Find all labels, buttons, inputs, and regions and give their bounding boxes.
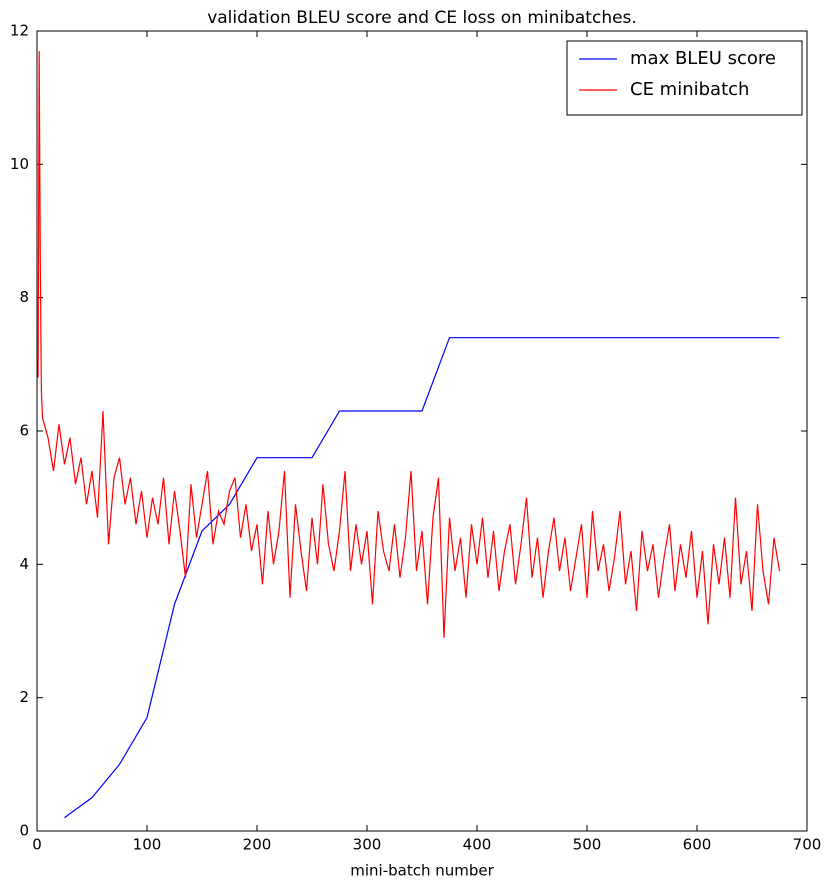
x-tick-label: 500 — [573, 836, 602, 854]
y-tick-label: 8 — [19, 288, 29, 306]
x-tick-label: 100 — [133, 836, 162, 854]
y-tick-label: 4 — [19, 555, 29, 573]
x-tick-label: 600 — [683, 836, 712, 854]
x-tick-label: 400 — [463, 836, 492, 854]
y-tick-label: 2 — [19, 688, 29, 706]
legend-label: max BLEU score — [630, 48, 776, 69]
data-line — [64, 337, 780, 819]
y-tick-label: 0 — [19, 822, 29, 840]
x-axis-label: mini-batch number — [350, 862, 494, 880]
x-tick-label: 200 — [243, 836, 272, 854]
x-tick-label: 0 — [32, 836, 42, 854]
plot-frame — [36, 30, 808, 832]
legend: max BLEU score CE minibatch — [566, 40, 803, 116]
x-tick-label: 300 — [353, 836, 382, 854]
legend-box — [566, 40, 803, 116]
legend-label: CE minibatch — [630, 79, 749, 100]
x-tick-label: 700 — [793, 836, 822, 854]
y-tick-label: 6 — [19, 422, 29, 440]
data-line — [37, 50, 781, 638]
y-tick-label: 12 — [10, 22, 29, 40]
y-tick-label: 10 — [10, 155, 29, 173]
chart-title: validation BLEU score and CE loss on min… — [207, 8, 637, 28]
